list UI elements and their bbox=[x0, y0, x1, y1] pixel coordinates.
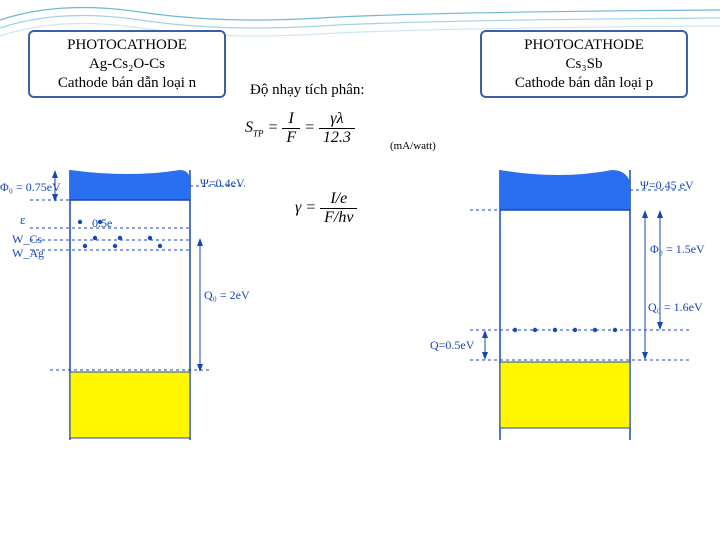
f2-num: I/e bbox=[320, 190, 357, 209]
f2-lhs: γ bbox=[295, 199, 301, 216]
right-box-line3: Cathode bán dẫn loại p bbox=[490, 74, 678, 93]
f1-lhs: S bbox=[245, 119, 253, 136]
f1-num1: I bbox=[282, 110, 300, 129]
label-q-right: Q=0.5eV bbox=[430, 338, 474, 353]
label-q0-right: Q₀ = 1.6eV bbox=[648, 300, 703, 315]
formula-stp: STP = I F = γλ 12.3 bbox=[245, 110, 355, 147]
f2-eq: = bbox=[305, 199, 316, 216]
label-phi0-right: Φ₀ = 1.5eV bbox=[650, 242, 705, 257]
label-q0-left: Q₀ = 2eV bbox=[204, 288, 250, 303]
f2-den: F/hν bbox=[320, 209, 357, 227]
sensitivity-label: Độ nhạy tích phân: bbox=[250, 82, 365, 99]
right-box-line1: PHOTOCATHODE bbox=[490, 36, 678, 55]
right-box-line2: Cs₃Sb bbox=[490, 55, 678, 74]
left-band-diagram bbox=[10, 150, 260, 470]
formula-gamma: γ = I/e F/hν bbox=[295, 190, 357, 227]
f1-eq2: = bbox=[304, 119, 315, 136]
label-phi0-left: Φ₀ = 0.75eV bbox=[0, 180, 61, 195]
label-wcs: W_Cs bbox=[12, 232, 42, 247]
label-mid: 0.5e bbox=[92, 216, 112, 231]
f1-den2: 12.3 bbox=[319, 129, 355, 147]
f1-eq1: = bbox=[268, 119, 279, 136]
right-photocathode-box: PHOTOCATHODE Cs₃Sb Cathode bán dẫn loại … bbox=[480, 30, 688, 98]
left-box-line3: Cathode bán dẫn loại n bbox=[38, 74, 216, 93]
label-eps: ε bbox=[20, 212, 25, 228]
label-wag: W_Ag bbox=[12, 246, 44, 261]
left-box-line2: Ag-Cs₂O-Cs bbox=[38, 55, 216, 74]
label-psi-right: Ψ=0.45 eV bbox=[640, 178, 694, 193]
f1-lhs-sub: TP bbox=[253, 128, 264, 138]
unit-label: (mA/watt) bbox=[390, 140, 436, 152]
f1-num2: γλ bbox=[319, 110, 355, 129]
label-psi-left: Ψ=0.4eV bbox=[200, 176, 245, 191]
left-box-line1: PHOTOCATHODE bbox=[38, 36, 216, 55]
left-photocathode-box: PHOTOCATHODE Ag-Cs₂O-Cs Cathode bán dẫn … bbox=[28, 30, 226, 98]
f1-den1: F bbox=[282, 129, 300, 147]
